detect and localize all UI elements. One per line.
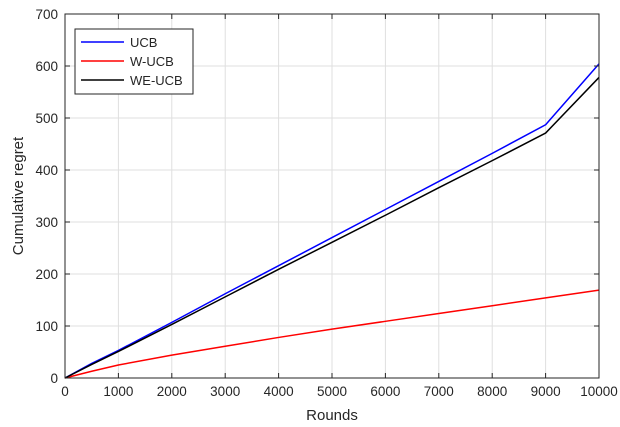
x-tick-label: 5000 — [317, 384, 347, 399]
x-tick-label: 9000 — [531, 384, 561, 399]
y-tick-label: 100 — [35, 319, 58, 334]
grid — [65, 14, 599, 378]
legend: UCB W-UCB WE-UCB — [74, 28, 194, 95]
series-lines — [64, 63, 600, 379]
y-tick-label: 200 — [35, 267, 58, 282]
series-line-we-ucb — [64, 76, 600, 379]
x-axis-label: Rounds — [306, 407, 358, 424]
x-tick-label: 6000 — [370, 384, 400, 399]
y-tick-label: 700 — [35, 7, 58, 22]
y-tick-label: 500 — [35, 111, 58, 126]
series-line-ucb — [64, 63, 600, 379]
y-tick-label: 0 — [50, 371, 58, 386]
x-tick-label: 7000 — [424, 384, 454, 399]
x-tick-label: 2000 — [157, 384, 187, 399]
series-line-w-ucb — [64, 289, 600, 379]
y-tick-label: 600 — [35, 59, 58, 74]
x-tick-label: 3000 — [210, 384, 240, 399]
x-tick-label: 8000 — [477, 384, 507, 399]
y-tick-label: 300 — [35, 215, 58, 230]
axis-ticks: 0 1000 2000 3000 4000 5000 6000 7000 8000 9000 100… — [35, 7, 617, 399]
y-tick-label: 400 — [35, 163, 58, 178]
y-axis-label: Cumulative regret — [10, 136, 27, 255]
x-tick-label: 4000 — [264, 384, 294, 399]
x-tick-label: 0 — [61, 384, 69, 399]
legend-label-ucb: UCB — [130, 35, 157, 50]
legend-label-we-ucb: WE-UCB — [130, 73, 183, 88]
x-tick-label: 10000 — [580, 384, 618, 399]
legend-label-w-ucb: W-UCB — [130, 54, 174, 69]
x-tick-label: 1000 — [103, 384, 133, 399]
